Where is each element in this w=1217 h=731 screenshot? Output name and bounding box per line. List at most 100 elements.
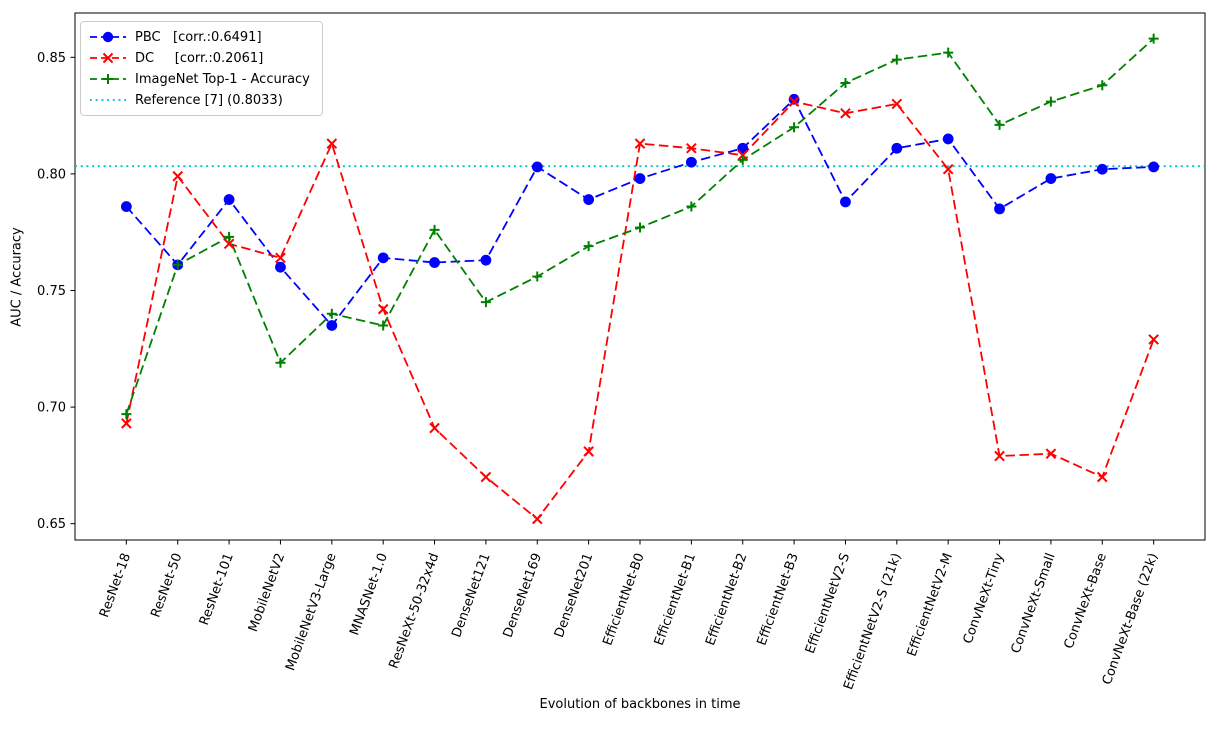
pbc-marker: [1096, 163, 1108, 175]
imagenet-marker: [480, 297, 491, 308]
legend-item-reference: Reference [7] (0.8033): [89, 91, 310, 109]
y-tick-label: 0.85: [37, 51, 66, 66]
imagenet-marker: [583, 241, 594, 252]
legend-label: PBC [corr.:0.6491]: [135, 29, 262, 45]
x-tick-label: EfficientNet-B3: [755, 551, 802, 647]
x-tick-label: ConvNeXt-Tiny: [961, 551, 1008, 646]
imagenet-marker: [172, 259, 183, 270]
pbc-marker: [326, 320, 338, 331]
dc-marker: [1148, 334, 1159, 345]
imagenet-marker: [635, 222, 645, 233]
imagenet-marker: [224, 231, 235, 242]
imagenet-marker: [429, 224, 440, 235]
y-tick-label: 0.80: [37, 167, 66, 182]
pbc-marker: [942, 133, 954, 145]
dc-marker: [891, 98, 903, 110]
legend-swatch-dc-icon: [90, 52, 126, 64]
pbc-marker: [891, 142, 903, 154]
legend-swatch-imagenet-icon: [90, 74, 126, 84]
imagenet-marker: [891, 54, 902, 65]
legend: PBC [corr.:0.6491] DC [corr.:0.2061] Image…: [80, 21, 323, 116]
pbc-marker: [223, 194, 235, 205]
dc-marker: [788, 96, 800, 107]
dc-marker: [223, 238, 235, 250]
imagenet-marker: [943, 47, 954, 58]
dc-marker: [634, 138, 646, 149]
pbc-marker: [120, 201, 132, 212]
x-tick-label: DenseNet169: [501, 551, 545, 639]
x-tick-label: ResNet-50: [148, 551, 185, 619]
dc-marker: [942, 163, 954, 175]
legend-item-imagenet: ImageNet Top-1 - Accuracy: [89, 70, 310, 88]
x-tick-label: EfficientNetV2-S (21k): [841, 551, 904, 692]
dc-marker: [840, 107, 851, 119]
imagenet-marker: [1045, 96, 1056, 107]
pbc-marker: [634, 173, 646, 184]
pbc-marker: [377, 252, 389, 264]
pbc-marker: [429, 257, 440, 268]
pbc-marker: [685, 156, 697, 168]
x-tick-label: EfficientNet-B1: [652, 551, 699, 647]
imagenet-marker: [275, 357, 286, 368]
imagenet-marker: [121, 409, 132, 420]
pbc-marker: [480, 254, 492, 266]
imagenet-marker: [532, 271, 543, 282]
x-tick-label: DenseNet201: [552, 551, 596, 639]
y-tick-label: 0.65: [37, 517, 66, 532]
imagenet-marker: [378, 320, 389, 331]
imagenet-marker: [789, 122, 800, 133]
imagenet-marker: [994, 119, 1005, 130]
x-tick-label: EfficientNet-B2: [703, 551, 750, 647]
pbc-marker: [531, 161, 543, 173]
imagenet-marker: [686, 201, 697, 212]
y-tick-label: 0.70: [37, 401, 66, 416]
pbc-marker: [1045, 173, 1057, 184]
legend-item-pbc: PBC [corr.:0.6491]: [89, 28, 310, 46]
pbc-marker: [840, 196, 851, 208]
y-axis-title: AUC / Accuracy: [9, 227, 25, 327]
imagenet-marker: [840, 77, 851, 88]
x-tick-label: ResNeXt-50-32x4d: [387, 551, 443, 670]
x-tick-label: EfficientNet-B0: [600, 551, 647, 647]
pbc-marker: [994, 203, 1005, 215]
dc-marker: [172, 170, 184, 182]
dc-marker: [994, 450, 1005, 462]
dc-marker: [480, 471, 492, 483]
pbc-marker: [275, 261, 286, 273]
pbc-marker: [737, 142, 749, 154]
x-tick-label: DenseNet121: [449, 551, 493, 639]
imagenet-marker: [737, 154, 748, 165]
dc-marker: [429, 422, 440, 434]
dc-marker: [275, 252, 286, 264]
pbc-marker: [788, 93, 800, 105]
dc-marker: [1096, 471, 1108, 483]
dc-marker: [686, 142, 697, 154]
y-tick-label: 0.75: [37, 284, 66, 299]
x-tick-label: ConvNeXt-Base (22k): [1100, 551, 1162, 687]
x-tick-label: ConvNeXt-Small: [1008, 551, 1058, 655]
x-tick-label: ConvNeXt-Base: [1062, 551, 1110, 651]
dc-marker: [377, 303, 389, 315]
imagenet-marker: [326, 308, 337, 319]
legend-swatch-pbc-icon: [90, 31, 126, 43]
legend-label: DC [corr.:0.2061]: [135, 50, 264, 66]
x-tick-label: EfficientNetV2-S: [803, 551, 853, 656]
legend-swatch-reference-icon: [90, 99, 126, 101]
legend-label: ImageNet Top-1 - Accuracy: [135, 71, 310, 87]
pbc-marker: [1148, 161, 1160, 173]
dc-marker: [326, 138, 338, 149]
x-tick-label: MNASNet-1.0: [347, 551, 391, 637]
dc-marker: [531, 513, 543, 525]
legend-label: Reference [7] (0.8033): [135, 92, 283, 108]
x-axis-title: Evolution of backbones in time: [539, 697, 741, 712]
dc-marker: [1045, 448, 1057, 460]
dc-marker: [583, 446, 594, 457]
x-tick-label: EfficientNetV2-M: [905, 551, 956, 658]
x-tick-label: ResNet-18: [97, 551, 134, 619]
pbc-marker: [583, 194, 595, 205]
legend-item-dc: DC [corr.:0.2061]: [89, 49, 310, 67]
x-tick-label: MobileNetV2: [246, 551, 288, 634]
x-tick-label: ResNet-101: [197, 551, 237, 627]
